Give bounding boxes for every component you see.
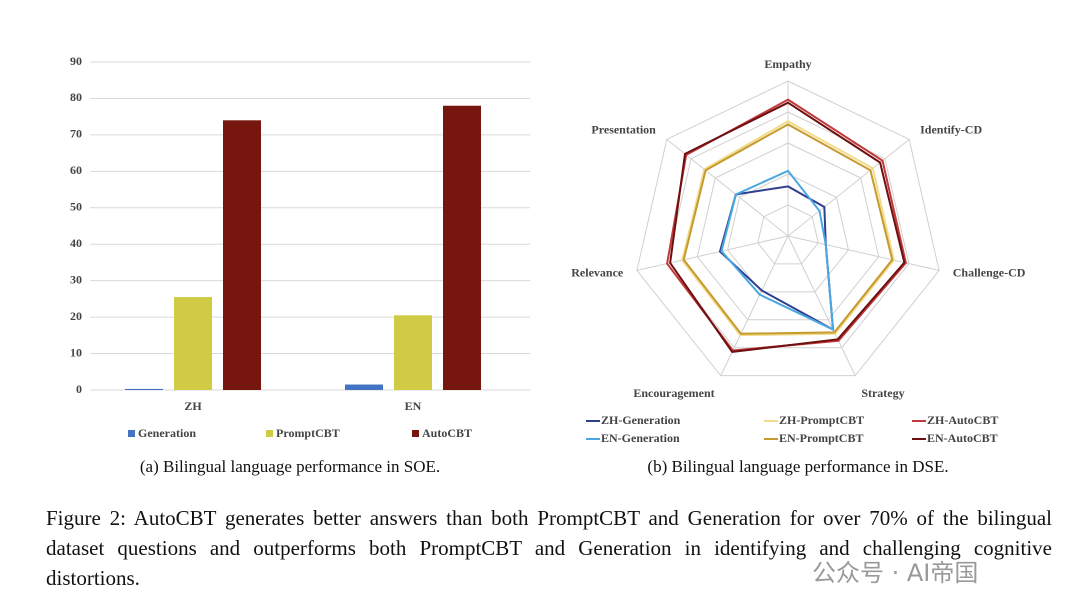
axis-label: Presentation (591, 122, 656, 136)
legend-label: ZH-AutoCBT (927, 413, 998, 427)
y-tick-label: 90 (70, 54, 82, 68)
y-tick-label: 50 (70, 200, 82, 214)
legend-label: EN-PromptCBT (779, 431, 863, 445)
legend-swatch (266, 430, 273, 437)
grid-ring (757, 204, 819, 265)
legend-swatch (412, 430, 419, 437)
series-line (669, 101, 906, 353)
axis-label: Relevance (571, 265, 624, 279)
spoke (787, 235, 940, 271)
axis-label: Challenge-CD (953, 265, 1026, 279)
grid-ring (636, 80, 940, 377)
bar (443, 105, 481, 390)
y-tick-label: 20 (70, 309, 82, 323)
bar (223, 120, 261, 391)
y-tick-label: 10 (70, 345, 82, 359)
y-tick-label: 30 (70, 272, 82, 286)
series-line (682, 123, 894, 335)
series-line (720, 169, 835, 332)
x-tick-label: ZH (184, 399, 202, 413)
grid-ring (696, 142, 880, 321)
legend-label: ZH-Generation (601, 413, 681, 427)
y-tick-label: 0 (76, 382, 82, 396)
subcaption: (b) Bilingual language performance in DS… (647, 457, 948, 476)
y-tick-label: 70 (70, 127, 82, 141)
legend-label: Generation (138, 426, 196, 440)
y-tick-label: 40 (70, 236, 82, 250)
figure: (a) Bilingual language performance in SO… (70, 54, 1026, 476)
bar (345, 384, 383, 390)
bar (174, 297, 212, 390)
x-tick-label: EN (405, 399, 422, 413)
axis-label: Identify-CD (920, 122, 982, 136)
grid-ring (666, 111, 910, 349)
bar (125, 388, 163, 390)
legend-label: ZH-PromptCBT (779, 413, 864, 427)
axis-label: Empathy (764, 57, 811, 71)
legend-swatch (128, 430, 135, 437)
spoke (636, 235, 789, 271)
legend-label: AutoCBT (422, 426, 472, 440)
subcaption: (a) Bilingual language performance in SO… (140, 457, 440, 476)
spoke (720, 235, 789, 376)
spoke (787, 235, 856, 376)
series-line (681, 120, 895, 337)
grid-ring (727, 173, 849, 293)
y-tick-label: 60 (70, 163, 82, 177)
axis-label: Strategy (861, 386, 904, 400)
axis-label: Encouragement (633, 386, 714, 400)
bar (394, 315, 432, 390)
figure-caption: Figure 2: AutoCBT generates better answe… (46, 506, 1052, 590)
watermark: 公众号 · AI帝国 (812, 559, 979, 587)
legend-label: EN-AutoCBT (927, 431, 998, 445)
spoke (787, 138, 910, 237)
legend-label: EN-Generation (601, 431, 680, 445)
legend-label: PromptCBT (276, 426, 340, 440)
y-tick-label: 80 (70, 90, 82, 104)
